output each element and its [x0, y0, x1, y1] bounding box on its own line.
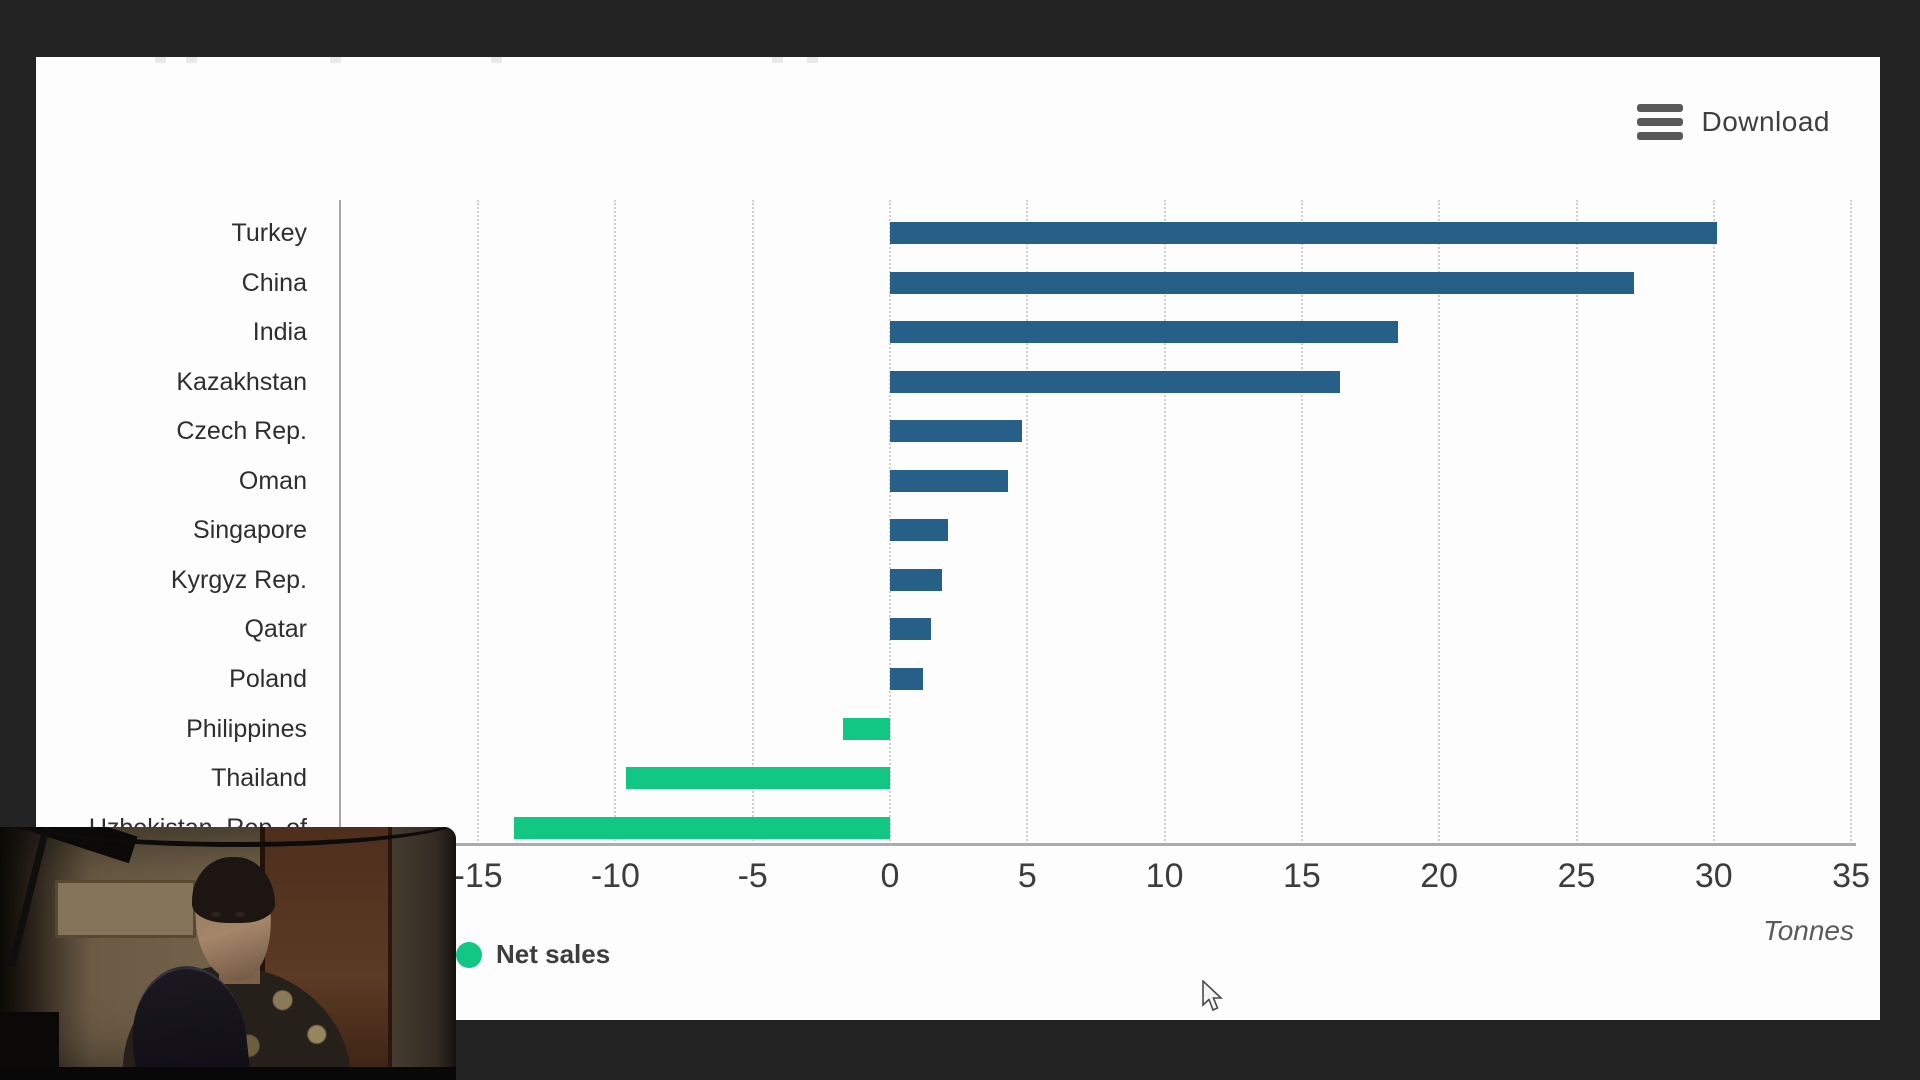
bar-qatar[interactable]: [890, 618, 932, 641]
bar-india[interactable]: [890, 321, 1398, 344]
bar-kazakhstan[interactable]: [890, 370, 1341, 393]
mouse-cursor-icon: [1200, 979, 1228, 1019]
bar-turkey[interactable]: [890, 222, 1717, 244]
x-tick-label: 35: [1832, 857, 1870, 895]
gridline-x--10: [614, 200, 617, 845]
category-label-india: India: [252, 318, 307, 347]
bar-czech-rep[interactable]: [890, 420, 1022, 443]
webcam-person-eye: [211, 911, 222, 917]
download-button[interactable]: Download: [1637, 99, 1830, 145]
gridline-x-30: [1712, 200, 1715, 845]
webcam-overlay: [0, 827, 456, 1080]
category-label-turkey: Turkey: [231, 219, 307, 247]
gridline-x--5: [751, 200, 754, 845]
gridline-x-25: [1575, 200, 1578, 845]
download-button-label: Download: [1701, 106, 1830, 137]
card-top-artifact: [330, 57, 341, 63]
category-label-czech-rep: Czech Rep.: [176, 417, 307, 446]
gridline-x-35: [1850, 200, 1853, 845]
webcam-wall: [392, 827, 456, 1080]
bar-china[interactable]: [890, 271, 1635, 294]
gridline-x-10: [1163, 200, 1166, 845]
legend-item-net-sales[interactable]: Net sales: [456, 939, 610, 970]
axis-unit-label: Tonnes: [1763, 915, 1854, 946]
gridline-x--15: [477, 200, 480, 845]
bar-oman[interactable]: [890, 469, 1009, 492]
category-label-qatar: Qatar: [244, 615, 307, 644]
bar-uzbekistan-rep-of[interactable]: [513, 816, 890, 839]
webcam-bottom-bar: [0, 1067, 456, 1080]
webcam-cable: [0, 827, 456, 847]
legend-label: Net sales: [496, 939, 611, 969]
card-top-artifact: [186, 57, 197, 63]
x-tick-label: 30: [1694, 857, 1733, 895]
hamburger-menu-icon[interactable]: [1637, 104, 1684, 140]
webcam-person-eye: [235, 911, 246, 917]
x-tick-label: -5: [737, 857, 768, 895]
x-tick-label: 15: [1282, 857, 1321, 895]
bar-kyrgyz-rep[interactable]: [890, 568, 943, 591]
gridline-x-5: [1026, 200, 1029, 845]
x-tick-label: 10: [1145, 857, 1184, 895]
category-label-poland: Poland: [229, 664, 307, 693]
x-tick-label: 0: [880, 857, 900, 895]
webcam-person-hair: [192, 857, 275, 924]
category-label-thailand: Thailand: [211, 764, 307, 793]
category-label-oman: Oman: [238, 466, 307, 495]
card-top-artifact: [491, 57, 502, 63]
legend-marker-icon: [456, 941, 482, 968]
x-tick-label: -15: [453, 857, 503, 895]
webcam-cable: [8, 827, 54, 968]
bar-thailand[interactable]: [626, 767, 890, 790]
x-tick-label: 20: [1420, 857, 1459, 895]
card-top-artifact: [807, 57, 818, 63]
category-label-kazakhstan: Kazakhstan: [176, 367, 307, 396]
category-label-china: China: [241, 268, 307, 297]
x-tick-label: 5: [1017, 857, 1037, 895]
gridline-x-15: [1300, 200, 1303, 845]
x-tick-label: 25: [1557, 857, 1596, 895]
card-top-artifact: [155, 57, 166, 63]
category-label-singapore: Singapore: [193, 516, 307, 545]
x-tick-label: -10: [590, 857, 640, 895]
gridline-x-20: [1438, 200, 1441, 845]
card-top-artifact: [772, 57, 783, 63]
bar-poland[interactable]: [890, 667, 923, 690]
x-axis-line: [339, 843, 1856, 846]
bar-singapore[interactable]: [890, 519, 948, 542]
category-label-kyrgyz-rep: Kyrgyz Rep.: [170, 565, 307, 594]
bar-philippines[interactable]: [843, 717, 890, 740]
category-label-philippines: Philippines: [186, 714, 307, 743]
webcam-whiteboard: [54, 880, 197, 939]
y-axis-line: [339, 200, 341, 845]
